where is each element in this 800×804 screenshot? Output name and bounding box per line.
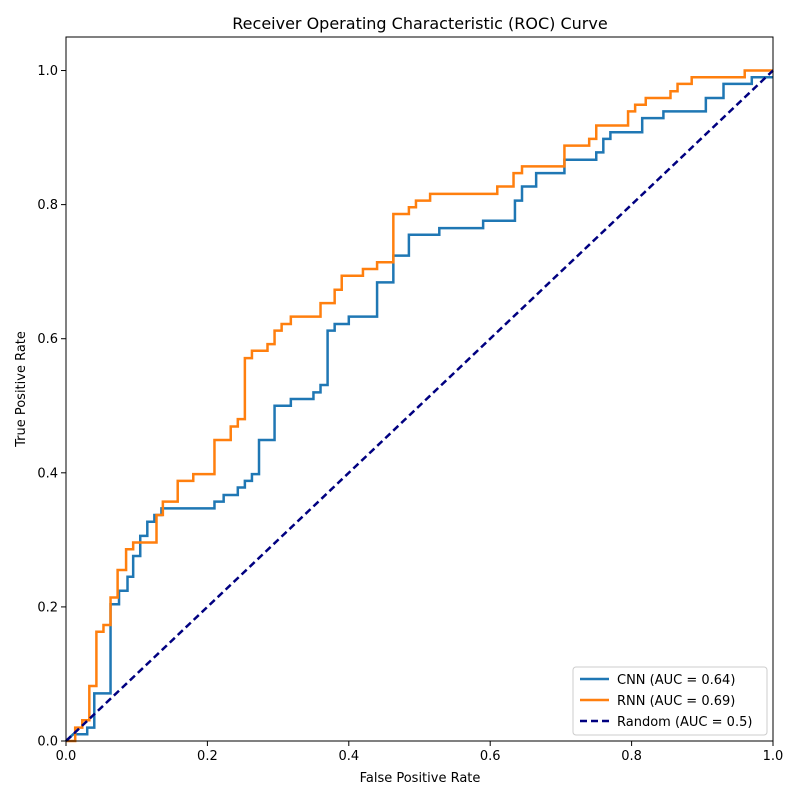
series-line-cnn: [65, 75, 773, 742]
legend: CNN (AUC = 0.64) RNN (AUC = 0.69) Random…: [572, 666, 768, 736]
x-tick-label: 0.6: [480, 749, 501, 764]
x-tick-label: 0.4: [338, 749, 359, 764]
y-axis-ticks: 0.0 0.2 0.4 0.6 0.8 1.0: [37, 64, 66, 750]
y-tick-label: 0.8: [37, 198, 58, 213]
series-line-random: [65, 69, 774, 742]
y-tick-label: 0.2: [37, 600, 58, 615]
plot-lines: [65, 69, 774, 743]
plot-frame: [65, 36, 774, 742]
legend-label-cnn: CNN (AUC = 0.64): [617, 673, 735, 688]
series-line-rnn: [66, 69, 773, 743]
y-tick-label: 0.6: [37, 332, 58, 347]
legend-box: [572, 666, 768, 736]
y-tick-label: 1.0: [37, 64, 58, 79]
x-tick-label: 1.0: [763, 749, 784, 764]
y-tick-label: 0.4: [37, 466, 58, 481]
x-axis-label: False Positive Rate: [360, 771, 481, 786]
legend-label-rnn: RNN (AUC = 0.69): [617, 694, 735, 709]
x-tick-label: 0.8: [621, 749, 642, 764]
chart-title: Receiver Operating Characteristic (ROC) …: [232, 14, 607, 33]
x-tick-label: 0.2: [197, 749, 218, 764]
x-axis-ticks: 0.0 0.2 0.4 0.6 0.8 1.0: [56, 741, 784, 764]
y-tick-label: 0.0: [37, 735, 58, 750]
legend-label-random: Random (AUC = 0.5): [617, 715, 752, 730]
y-axis-label: True Positive Rate: [14, 331, 29, 448]
x-tick-label: 0.0: [56, 749, 77, 764]
